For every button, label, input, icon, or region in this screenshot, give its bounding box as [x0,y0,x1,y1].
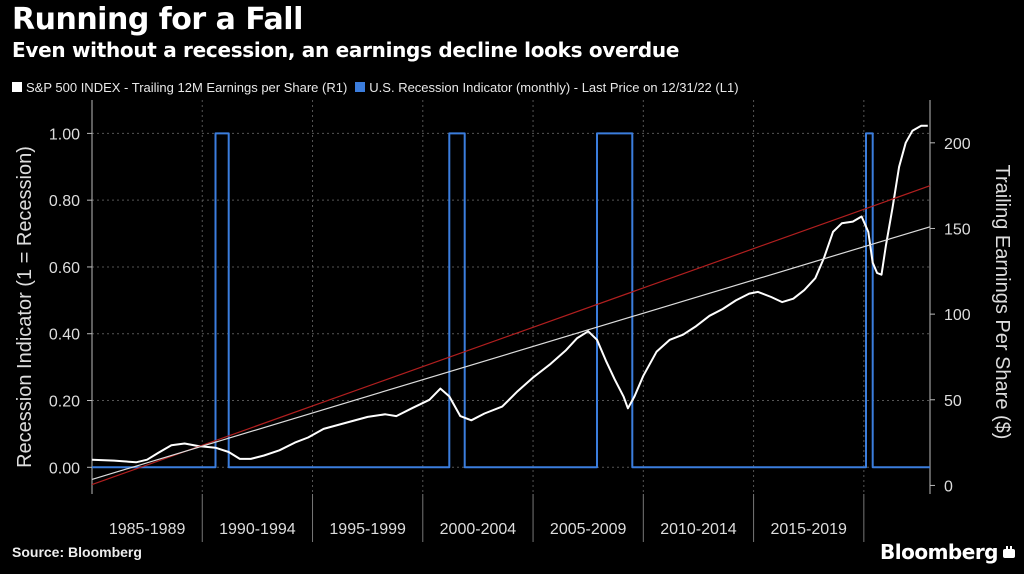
trend-line-2 [91,185,931,486]
legend-swatch-recession [355,82,366,92]
legend-item-recession: U.S. Recession Indicator (monthly) - Las… [355,79,739,95]
y-right-axis-title: Trailing Earnings Per Share ($) [991,165,1013,440]
axis-layer [87,100,935,542]
chart-title: Running for a Fall [12,2,303,37]
y-left-tick-label: 0.20 [49,394,80,411]
series-line-eps [91,124,928,464]
y-left-tick-label: 0.00 [49,460,80,477]
y-left-tick-label: 0.40 [49,327,80,344]
legend-swatch-eps [12,82,22,92]
legend-label-recession: U.S. Recession Indicator (monthly) - Las… [369,79,739,95]
x-tick-label: 1990-1994 [219,521,296,538]
series-line-recession [92,132,930,469]
legend: S&P 500 INDEX - Trailing 12M Earnings pe… [12,78,747,96]
source-note: Source: Bloomberg [12,544,142,560]
y-right-tick-label: 0 [944,478,953,495]
bloomberg-wordmark: Bloomberg [880,540,998,564]
x-tick-label: 2015-2019 [770,521,847,538]
grid-layer [92,100,930,494]
x-tick-label: 2005-2009 [550,521,627,538]
bloomberg-logo: Bloomberg [880,540,1016,564]
y-left-tick-label: 0.80 [49,193,80,210]
y-right-tick-label: 200 [944,136,971,153]
chart-subtitle: Even without a recession, an earnings de… [12,38,680,62]
y-right-tick-label: 100 [944,307,971,324]
x-tick-label: 2010-2014 [660,521,737,538]
x-tick-label: 1995-1999 [329,521,406,538]
y-right-tick-label: 150 [944,221,971,238]
series-layer [91,124,931,486]
y-left-tick-label: 0.60 [49,260,80,277]
legend-item-eps: S&P 500 INDEX - Trailing 12M Earnings pe… [12,80,347,95]
x-tick-label: 1985-1989 [109,521,186,538]
bloomberg-mark-icon [1003,546,1015,558]
y-left-tick-label: 1.00 [49,126,80,143]
y-right-tick-label: 50 [944,393,962,410]
label-layer: 0.00 0.20 0.40 0.60 0.80 1.00 0 50 100 150 200 1985… [14,126,1013,538]
x-tick-label: 2000-2004 [440,521,517,538]
y-left-axis-title: Recession Indicator (1 = Recession) [14,146,36,468]
trend-line-3 [91,226,931,480]
legend-label-eps: S&P 500 INDEX - Trailing 12M Earnings pe… [26,79,348,95]
